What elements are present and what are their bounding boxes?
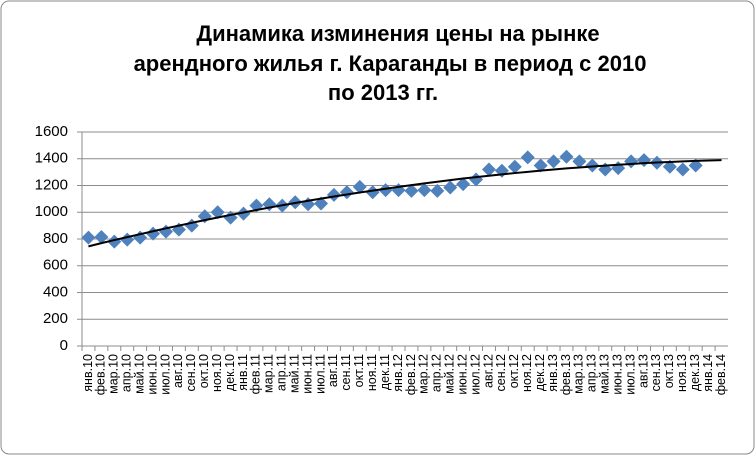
chart-title: по 2013 гг. [328, 80, 438, 105]
marker [378, 183, 393, 198]
marker [326, 187, 341, 202]
x-tick-label: окт.10 [197, 354, 211, 388]
x-tick-label: авг.11 [326, 354, 340, 387]
x-tick-label: окт.13 [662, 354, 676, 388]
x-tick-label: май.10 [132, 354, 146, 394]
x-tick-label: мар.10 [107, 354, 121, 394]
x-tick-label: ноя.11 [365, 354, 379, 391]
chart-title: арендного жилья г. Караганды в период с … [134, 51, 647, 76]
marker [533, 158, 548, 173]
marker [210, 205, 225, 220]
y-tick-label: 400 [43, 283, 68, 300]
marker [662, 159, 677, 174]
x-tick-label: июн.11 [300, 354, 314, 394]
marker [236, 206, 251, 221]
marker [81, 230, 96, 245]
x-tick-label: янв.13 [546, 354, 560, 392]
x-tick-label: июл.11 [313, 354, 327, 394]
x-tick-label: июл.12 [468, 354, 482, 395]
marker [94, 229, 109, 244]
y-tick-label: 200 [43, 310, 68, 327]
x-tick-label: май.11 [287, 354, 301, 393]
x-tick-label: дек.12 [533, 354, 547, 391]
x-tick-label: апр.10 [120, 354, 134, 392]
x-tick-label: фев.13 [559, 354, 573, 395]
x-tick-label: янв.10 [81, 354, 95, 392]
x-tick-label: фев.10 [94, 354, 108, 395]
x-tick-label: июл.10 [158, 354, 172, 395]
x-tick-label: июл.13 [623, 354, 637, 395]
x-tick-label: фев.12 [404, 354, 418, 395]
y-tick-label: 0 [60, 337, 68, 354]
marker [352, 179, 367, 194]
marker [404, 183, 419, 198]
x-tick-label: апр.13 [585, 354, 599, 392]
marker [107, 234, 122, 249]
marker [546, 154, 561, 169]
x-tick-label: сен.12 [494, 354, 508, 392]
marker [675, 162, 690, 177]
x-tick-label: окт.11 [352, 354, 366, 387]
trend-line [88, 159, 722, 248]
x-tick-label: ноя.12 [520, 354, 534, 392]
y-tick-label: 1600 [35, 123, 68, 140]
x-tick-label: авг.10 [171, 354, 185, 388]
y-tick-label: 1200 [35, 176, 68, 193]
x-tick-label: май.12 [443, 354, 457, 394]
x-tick-label: дек.13 [688, 354, 702, 391]
x-tick-label: мар.12 [417, 354, 431, 394]
marker [456, 177, 471, 192]
x-tick-label: июн.13 [610, 354, 624, 395]
x-tick-label: мар.11 [262, 354, 276, 393]
x-tick-label: май.13 [598, 354, 612, 394]
x-tick-label: апр.12 [430, 354, 444, 392]
marker [572, 154, 587, 169]
x-tick-label: ноя.10 [210, 354, 224, 392]
x-tick-label: авг.13 [636, 354, 650, 388]
marker [559, 149, 574, 164]
x-tick-label: июн.12 [455, 354, 469, 395]
x-tick-label: апр.11 [275, 354, 289, 391]
x-tick-label: сен.10 [184, 354, 198, 392]
x-tick-label: ноя.13 [675, 354, 689, 392]
y-tick-label: 1000 [35, 203, 68, 220]
marker [481, 162, 496, 177]
x-tick-label: июн.10 [145, 354, 159, 395]
y-tick-label: 1400 [35, 150, 68, 167]
x-tick-label: дек.11 [378, 354, 392, 390]
marker [430, 183, 445, 198]
y-tick-label: 600 [43, 257, 68, 274]
x-tick-label: фев.14 [714, 354, 728, 395]
x-tick-label: янв.12 [391, 354, 405, 392]
marker [443, 180, 458, 195]
x-tick-label: окт.12 [507, 354, 521, 388]
y-tick-label: 800 [43, 230, 68, 247]
x-tick-label: мар.13 [572, 354, 586, 394]
x-tick-label: дек.10 [223, 354, 237, 391]
x-tick-label: авг.12 [481, 354, 495, 388]
x-tick-label: сен.13 [649, 354, 663, 392]
marker [417, 183, 432, 198]
x-tick-label: янв.11 [236, 354, 250, 391]
marker [365, 185, 380, 200]
marker [585, 158, 600, 173]
x-tick-label: сен.11 [339, 354, 353, 391]
marker [520, 150, 535, 165]
x-tick-label: янв.14 [701, 354, 715, 392]
chart-title: Динамика изминения цены на рынке [196, 21, 599, 46]
marker [507, 159, 522, 174]
x-tick-label: фев.11 [249, 354, 263, 394]
